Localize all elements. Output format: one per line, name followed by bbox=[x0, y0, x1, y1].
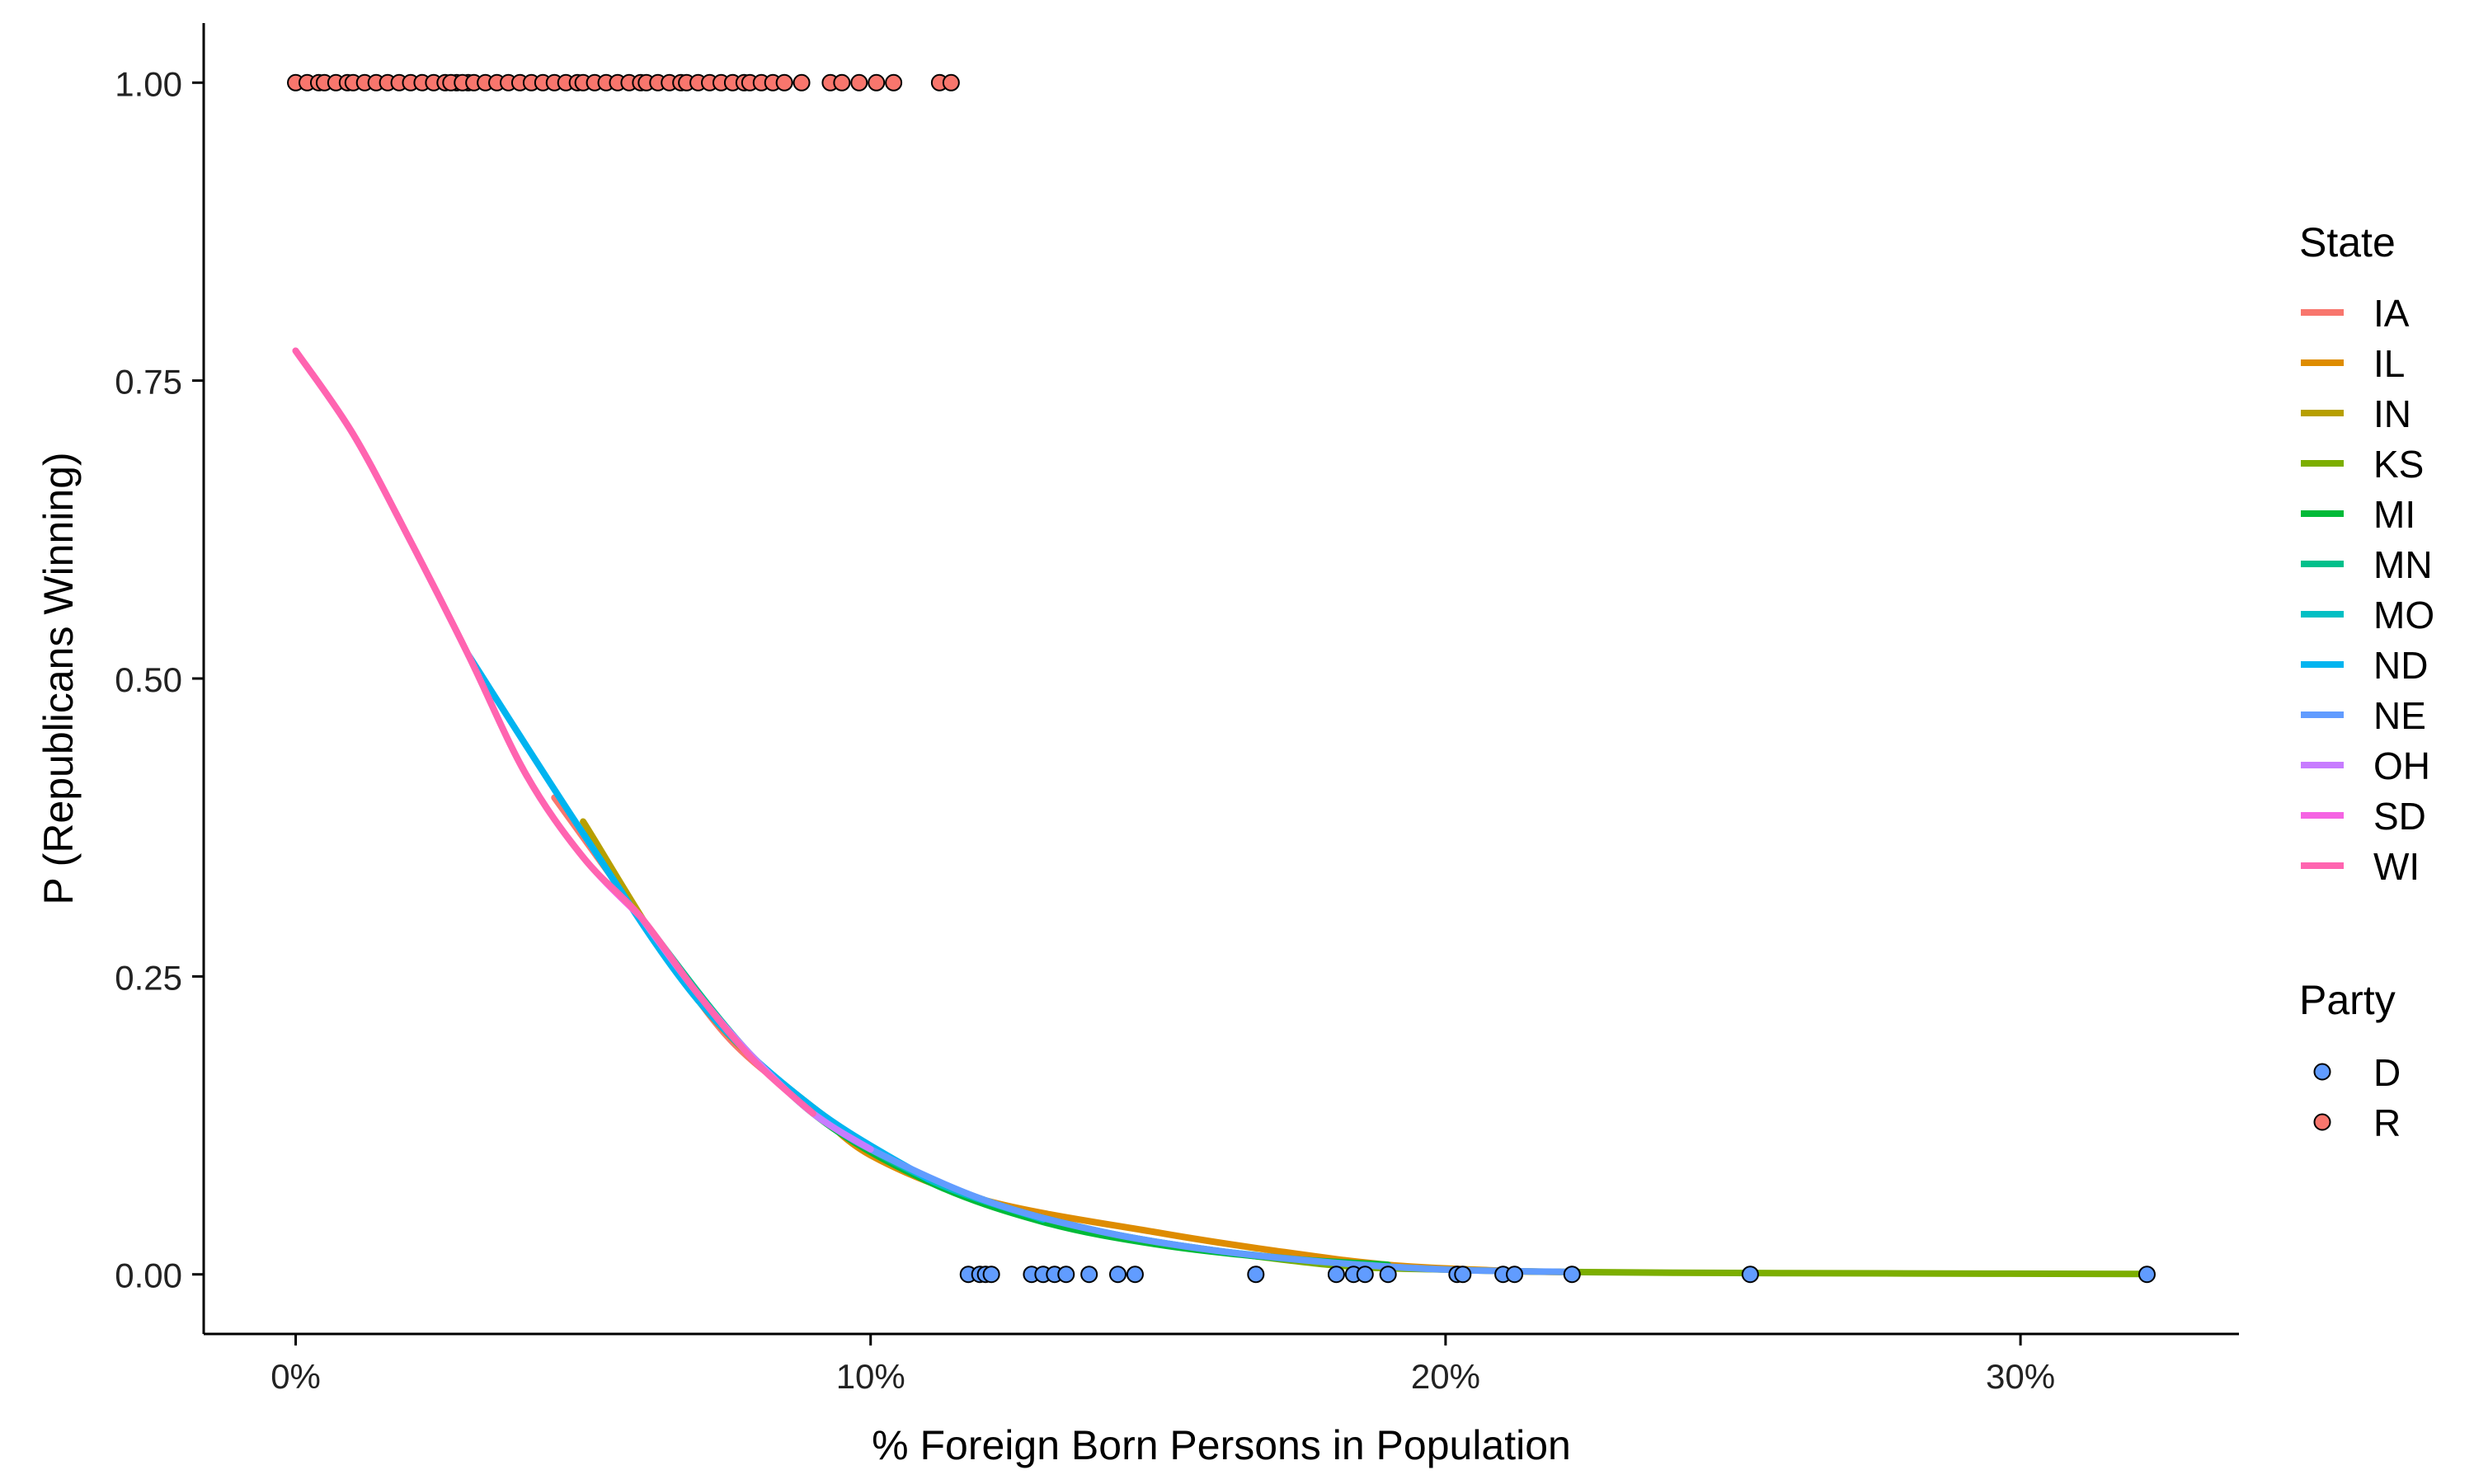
legend-label-wi: WI bbox=[2373, 845, 2420, 888]
legend-label-il: IL bbox=[2373, 342, 2405, 385]
legend-title-state: State bbox=[2299, 219, 2396, 265]
point-d bbox=[1454, 1266, 1472, 1284]
point-d bbox=[1379, 1266, 1397, 1284]
state-lines bbox=[292, 347, 2151, 1278]
point-r bbox=[942, 73, 960, 92]
y-tick-label: 0.75 bbox=[115, 363, 182, 402]
legend-label-nd: ND bbox=[2373, 644, 2428, 687]
y-ticks: 0.00 0.25 0.50 0.75 1.00 bbox=[115, 64, 204, 1295]
point-r bbox=[775, 73, 793, 92]
series-line-nd bbox=[464, 651, 932, 1183]
y-tick-label: 1.00 bbox=[115, 64, 182, 103]
legend-key-party-r bbox=[2313, 1113, 2331, 1131]
point-d bbox=[1327, 1266, 1345, 1284]
y-tick-label: 0.50 bbox=[115, 660, 182, 699]
legend-label-sd: SD bbox=[2373, 795, 2426, 838]
point-d bbox=[1080, 1266, 1098, 1284]
point-d bbox=[1057, 1266, 1075, 1284]
legend-label-oh: OH bbox=[2373, 744, 2430, 787]
point-r bbox=[793, 73, 811, 92]
y-axis-title: P (Republicans Winning) bbox=[35, 452, 82, 904]
point-d bbox=[982, 1266, 1000, 1284]
legend-label-mn: MN bbox=[2373, 543, 2433, 586]
point-d bbox=[1109, 1266, 1127, 1284]
x-axis-title: % Foreign Born Persons in Population bbox=[872, 1422, 1571, 1468]
legend-label-party-r: R bbox=[2373, 1101, 2401, 1144]
legend-label-ks: KS bbox=[2373, 443, 2424, 486]
legend-label-ne: NE bbox=[2373, 694, 2426, 737]
point-r bbox=[850, 73, 868, 92]
series-line-wi bbox=[292, 347, 816, 1117]
point-d bbox=[2138, 1266, 2156, 1284]
legend-key-party-d bbox=[2313, 1063, 2331, 1081]
legend-label-mo: MO bbox=[2373, 594, 2434, 636]
point-d bbox=[1356, 1266, 1374, 1284]
point-r bbox=[868, 73, 886, 92]
point-d bbox=[1741, 1266, 1759, 1284]
legend: State IA IL IN KS MI MN MO ND NE OH SD WI Party DR bbox=[2299, 219, 2434, 1144]
legend-label-party-d: D bbox=[2373, 1051, 2401, 1094]
x-tick-label: 0% bbox=[270, 1357, 321, 1396]
party-points bbox=[287, 73, 2156, 1284]
x-ticks: 0% 10% 20% 30% bbox=[270, 1334, 2055, 1396]
x-tick-label: 20% bbox=[1411, 1357, 1480, 1396]
x-tick-label: 10% bbox=[836, 1357, 905, 1396]
y-tick-label: 0.25 bbox=[115, 958, 182, 997]
point-d bbox=[1563, 1266, 1581, 1284]
series-line-ne bbox=[810, 1110, 1576, 1275]
legend-label-mi: MI bbox=[2373, 493, 2415, 536]
point-r bbox=[885, 73, 903, 92]
point-r bbox=[833, 73, 851, 92]
y-tick-label: 0.00 bbox=[115, 1256, 182, 1295]
legend-title-party: Party bbox=[2299, 977, 2396, 1023]
point-d bbox=[1126, 1266, 1144, 1284]
legend-label-in: IN bbox=[2373, 392, 2411, 435]
legend-label-ia: IA bbox=[2373, 292, 2410, 335]
x-tick-label: 30% bbox=[1986, 1357, 2055, 1396]
point-d bbox=[1506, 1266, 1524, 1284]
point-d bbox=[1247, 1266, 1265, 1284]
